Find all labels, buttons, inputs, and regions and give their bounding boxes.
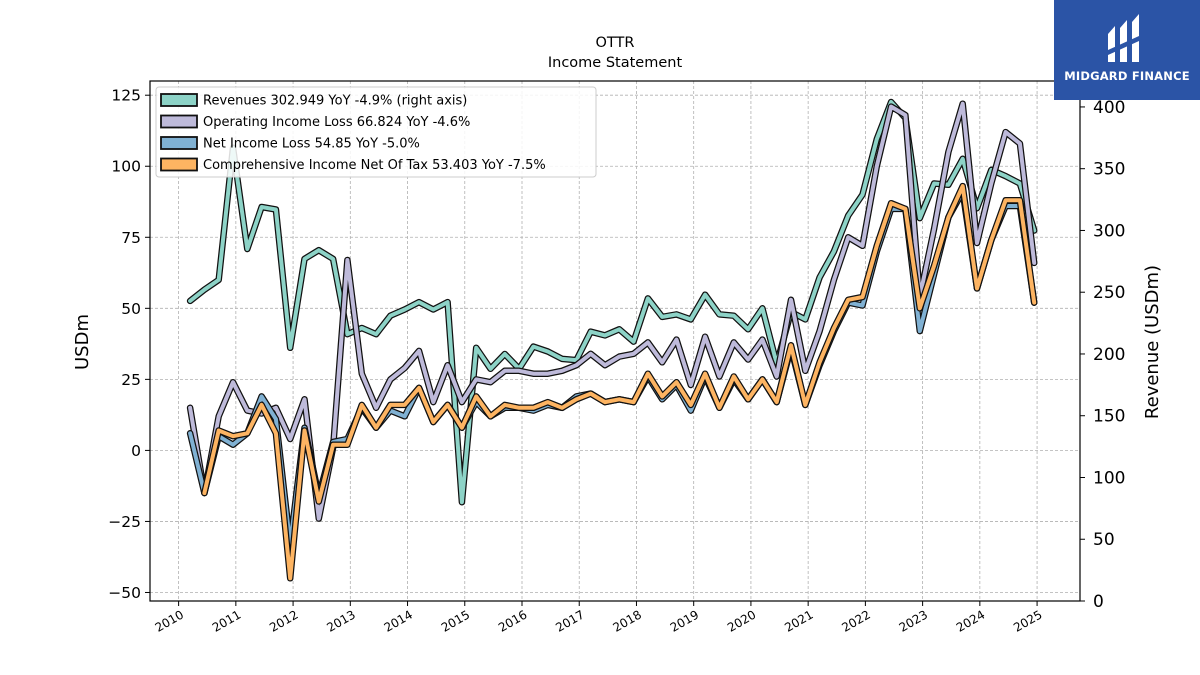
legend-swatch bbox=[160, 157, 198, 172]
midgard-logo-icon bbox=[1108, 14, 1139, 62]
legend-label: Operating Income Loss 66.824 YoY -4.6% bbox=[203, 115, 470, 130]
y-tick-label-left: 100 bbox=[111, 158, 141, 176]
chart-subtitle: Income Statement bbox=[548, 55, 683, 71]
x-tick-label: 2023 bbox=[897, 607, 930, 634]
x-tick-label: 2012 bbox=[267, 607, 300, 634]
y-tick-label-right: 200 bbox=[1093, 345, 1125, 365]
y-tick-label-right: 0 bbox=[1093, 592, 1104, 612]
y-axis-label-right: Revenue (USDm) bbox=[1142, 265, 1163, 419]
legend-label: Comprehensive Income Net Of Tax 53.403 Y… bbox=[203, 158, 546, 173]
legend-label: Revenues 302.949 YoY -4.9% (right axis) bbox=[203, 94, 467, 109]
plot-frame bbox=[149, 80, 1081, 602]
series-3 bbox=[201, 182, 1038, 582]
y-tick-label-right: 150 bbox=[1093, 407, 1125, 427]
y-tick-label-right: 300 bbox=[1093, 221, 1125, 241]
brand-logo: MIDGARD FINANCE bbox=[1054, 0, 1200, 100]
brand-name: MIDGARD FINANCE bbox=[1064, 69, 1190, 83]
x-tick-label: 2015 bbox=[439, 607, 472, 634]
y-tick-label-left: 75 bbox=[121, 229, 141, 247]
legend: Revenues 302.949 YoY -4.9% (right axis) O… bbox=[155, 86, 597, 178]
x-tick-label: 2016 bbox=[496, 607, 529, 634]
x-tick-label: 2019 bbox=[668, 607, 701, 634]
y-tick-label-left: 125 bbox=[111, 87, 141, 105]
y-tick-label-right: 50 bbox=[1093, 530, 1115, 550]
y-tick-label-left: −50 bbox=[108, 584, 141, 602]
y-axis-label-left: USDm bbox=[72, 314, 93, 370]
y-tick-label-left: 0 bbox=[131, 442, 141, 460]
x-tick-label: 2018 bbox=[611, 607, 644, 634]
x-tick-label: 2010 bbox=[153, 607, 186, 634]
x-tick-label: 2021 bbox=[782, 607, 815, 634]
x-tick-label: 2024 bbox=[954, 607, 987, 634]
y-tick-label-right: 400 bbox=[1093, 98, 1125, 118]
x-tick-label: 2020 bbox=[725, 607, 758, 634]
x-tick-label: 2014 bbox=[382, 607, 415, 634]
legend-label: Net Income Loss 54.85 YoY -5.0% bbox=[203, 137, 420, 152]
x-tick-label: 2022 bbox=[839, 607, 872, 634]
x-tick-label: 2013 bbox=[324, 607, 357, 634]
y-tick-label-right: 350 bbox=[1093, 160, 1125, 180]
y-tick-label-left: 50 bbox=[121, 300, 141, 318]
series-lines bbox=[186, 98, 1038, 582]
y-tick-label-left: 25 bbox=[121, 371, 141, 389]
legend-swatch bbox=[160, 93, 198, 107]
x-tick-label: 2025 bbox=[1011, 607, 1044, 634]
legend-box bbox=[155, 86, 597, 178]
chart-title: OTTR bbox=[596, 35, 635, 51]
x-tick-label: 2017 bbox=[553, 607, 586, 634]
y-tick-label-left: −25 bbox=[108, 513, 141, 531]
x-tick-label: 2011 bbox=[210, 607, 243, 634]
legend-swatch bbox=[160, 136, 198, 150]
legend-swatch bbox=[160, 114, 198, 129]
y-tick-label-right: 250 bbox=[1093, 283, 1125, 303]
y-tick-label-right: 100 bbox=[1093, 468, 1125, 488]
series-line bbox=[202, 184, 1037, 581]
